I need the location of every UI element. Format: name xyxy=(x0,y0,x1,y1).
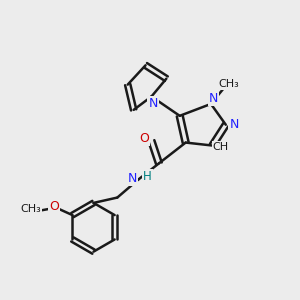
Text: N: N xyxy=(148,98,158,110)
Text: O: O xyxy=(139,132,149,145)
Text: N: N xyxy=(230,118,239,131)
Text: CH₃: CH₃ xyxy=(20,204,41,214)
Text: CH₃: CH₃ xyxy=(218,79,239,89)
Text: N: N xyxy=(128,172,137,185)
Text: O: O xyxy=(49,200,58,213)
Text: N: N xyxy=(208,92,218,105)
Text: H: H xyxy=(143,170,152,183)
Text: CH: CH xyxy=(213,142,229,152)
